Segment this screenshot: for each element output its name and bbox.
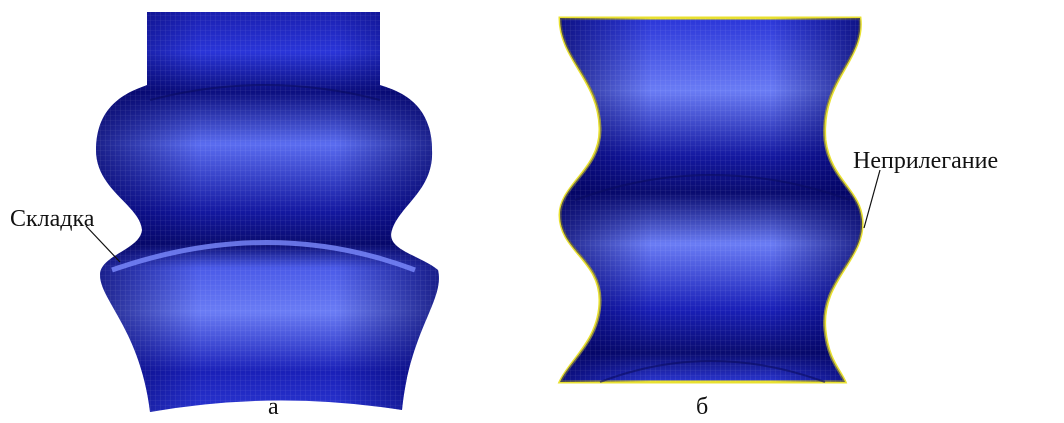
panel-a: Складка а [10, 12, 439, 420]
annotation: Складка [10, 206, 95, 232]
figure: Складка а Неприлегание б [0, 0, 1064, 423]
panel-b: Неприлегание б [560, 18, 998, 420]
panel-label: б [696, 394, 708, 420]
panel-label: а [268, 394, 279, 420]
annotation: Неприлегание [853, 148, 998, 174]
